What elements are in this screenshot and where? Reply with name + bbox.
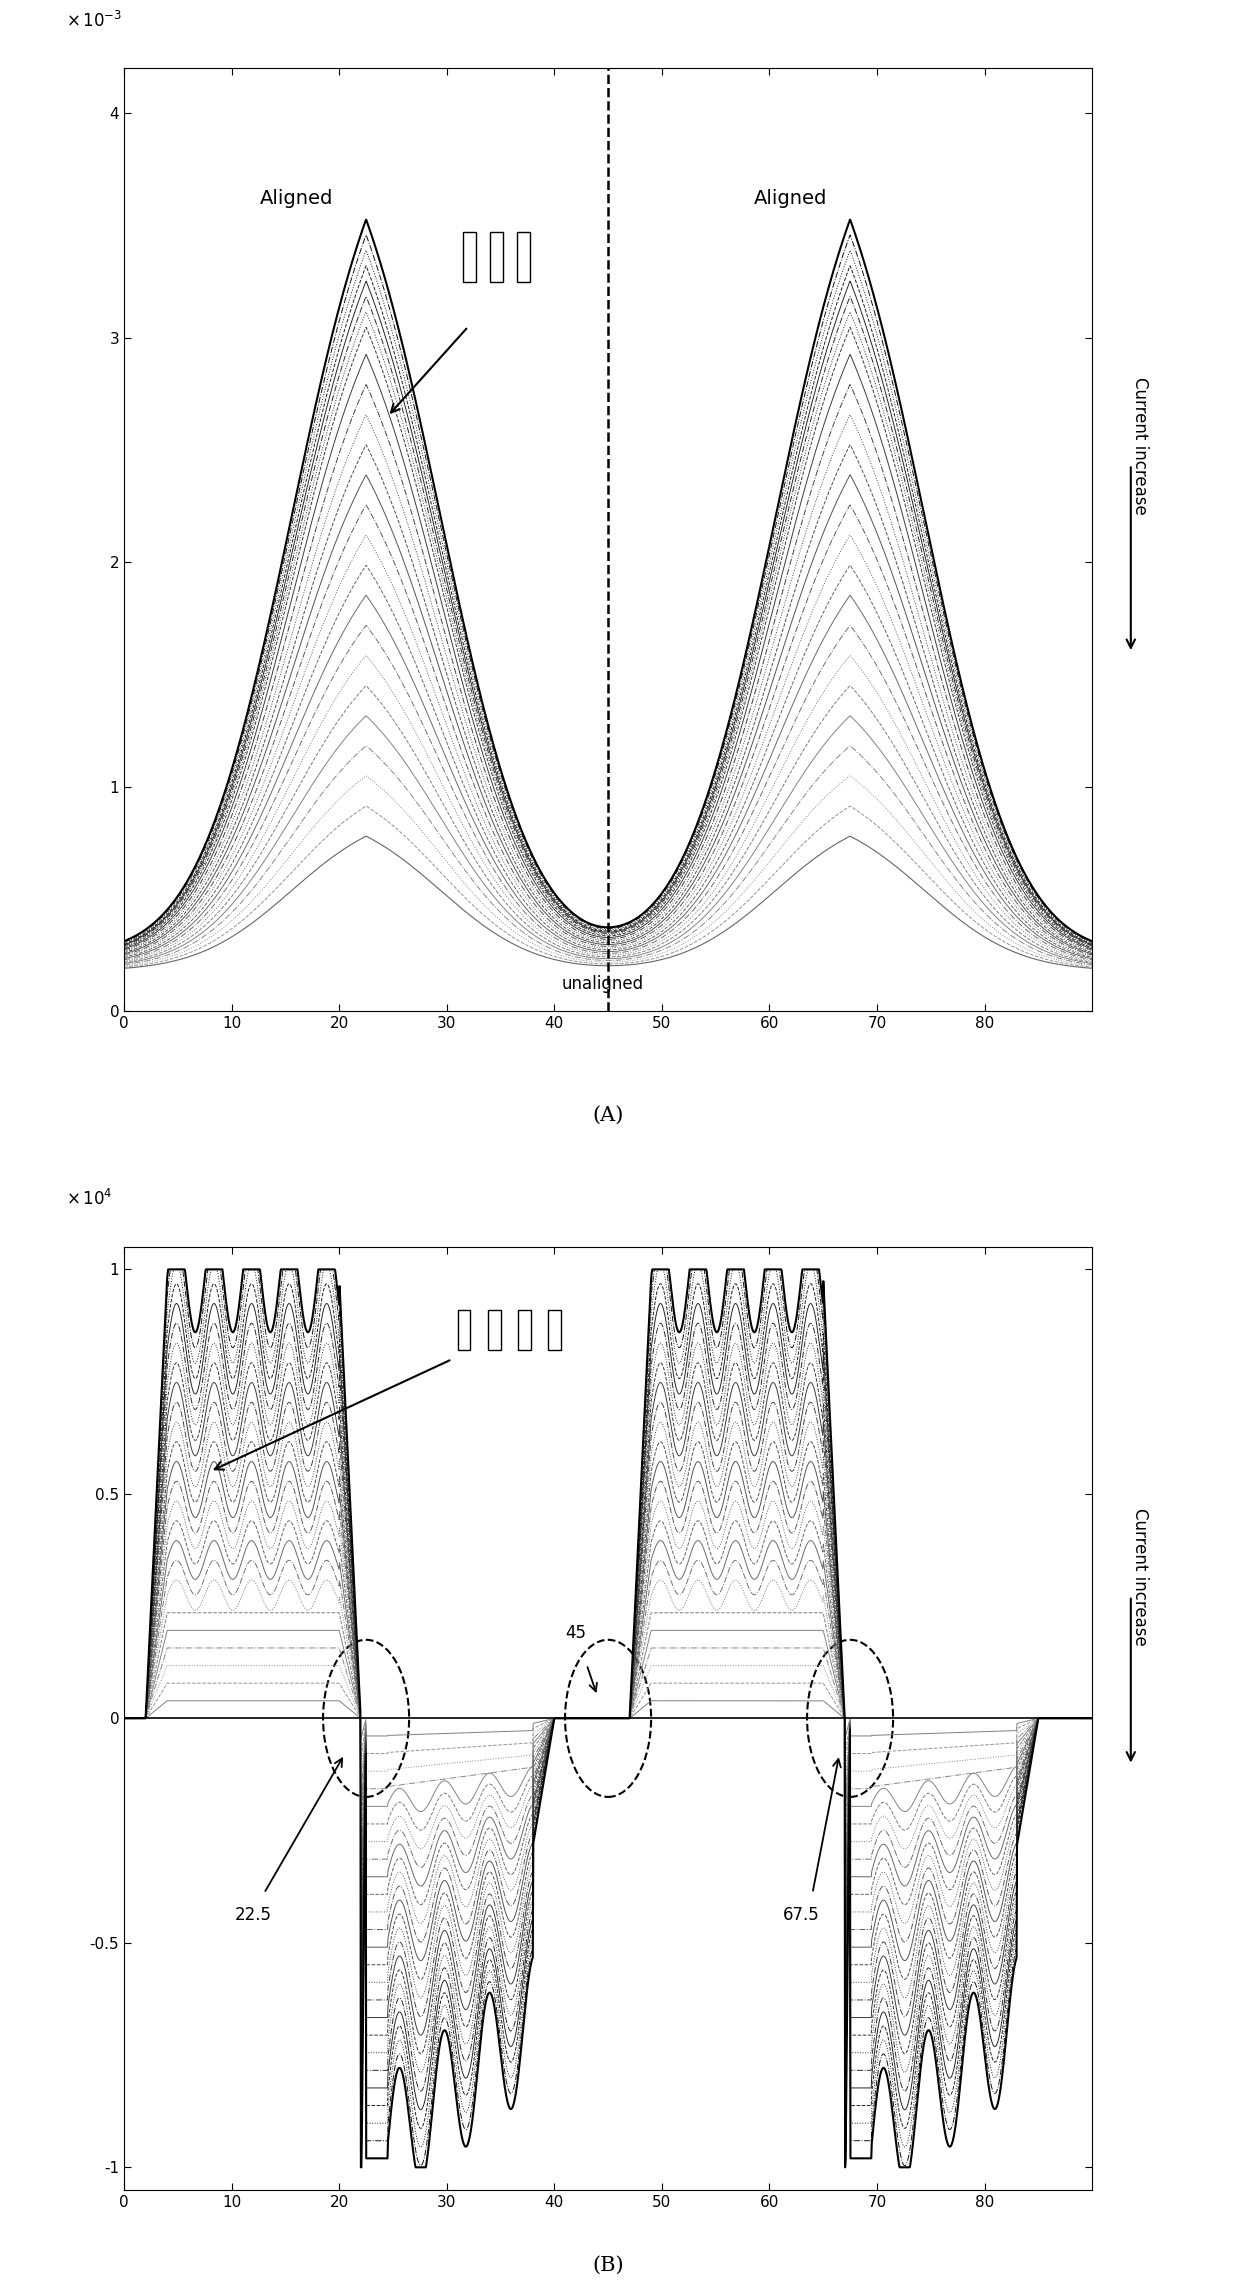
Text: Aligned: Aligned: [755, 189, 828, 208]
Bar: [463, 233, 475, 281]
Bar: [516, 233, 530, 281]
Text: Current increase: Current increase: [1131, 376, 1149, 516]
Text: $\times\,10^{-3}$: $\times\,10^{-3}$: [66, 11, 122, 30]
Text: Current increase: Current increase: [1131, 1508, 1149, 1647]
Bar: [488, 1309, 500, 1350]
Bar: [490, 233, 503, 281]
Bar: [547, 1309, 561, 1350]
Text: unaligned: unaligned: [562, 976, 644, 992]
Text: 22.5: 22.5: [235, 1907, 272, 1925]
Bar: [517, 1309, 531, 1350]
Text: (B): (B): [592, 2256, 624, 2274]
Text: 67.5: 67.5: [783, 1907, 820, 1925]
Text: (A): (A): [592, 1106, 624, 1125]
Text: $\times\,10^{4}$: $\times\,10^{4}$: [66, 1188, 113, 1209]
Text: 45: 45: [566, 1624, 586, 1642]
Text: Aligned: Aligned: [259, 189, 333, 208]
Bar: [458, 1309, 470, 1350]
